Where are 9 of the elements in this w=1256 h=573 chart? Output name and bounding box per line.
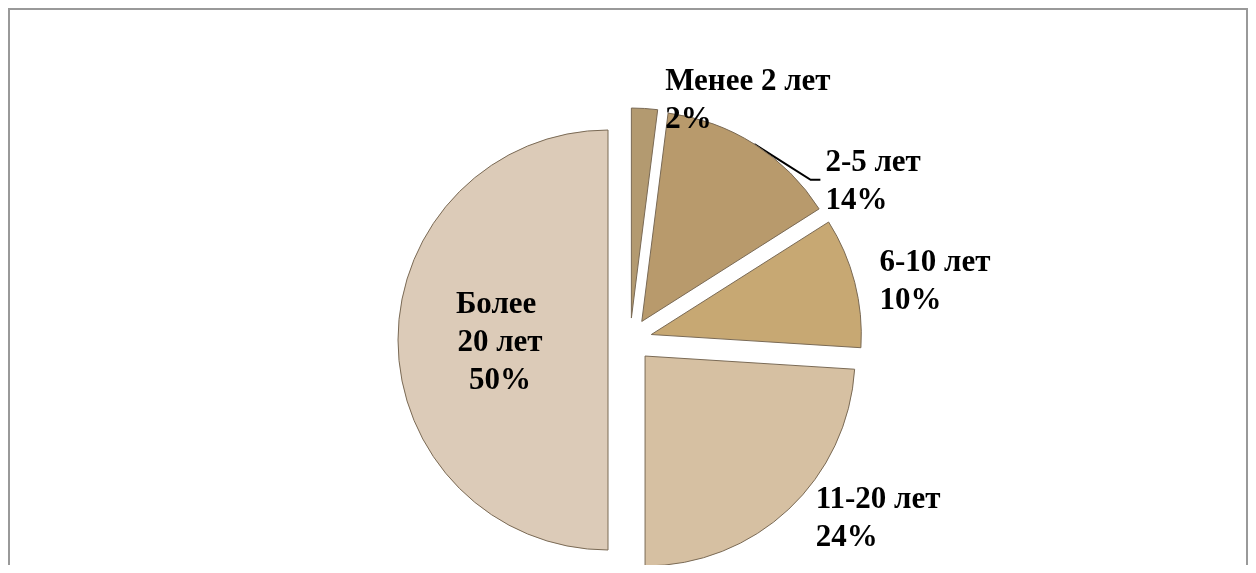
data-label: 14% bbox=[825, 181, 888, 217]
data-label: 50% bbox=[469, 360, 531, 396]
slice-label: Менее 2 лет bbox=[665, 61, 831, 97]
data-label: 24% bbox=[815, 517, 878, 553]
slice-label: Более 20 лет bbox=[455, 284, 545, 358]
slice-label: 6-10 лет bbox=[879, 243, 991, 279]
slice-label: 2-5 лет bbox=[825, 143, 921, 179]
slice-label: 11-20 лет bbox=[815, 479, 941, 515]
data-label: 10% bbox=[879, 281, 942, 317]
